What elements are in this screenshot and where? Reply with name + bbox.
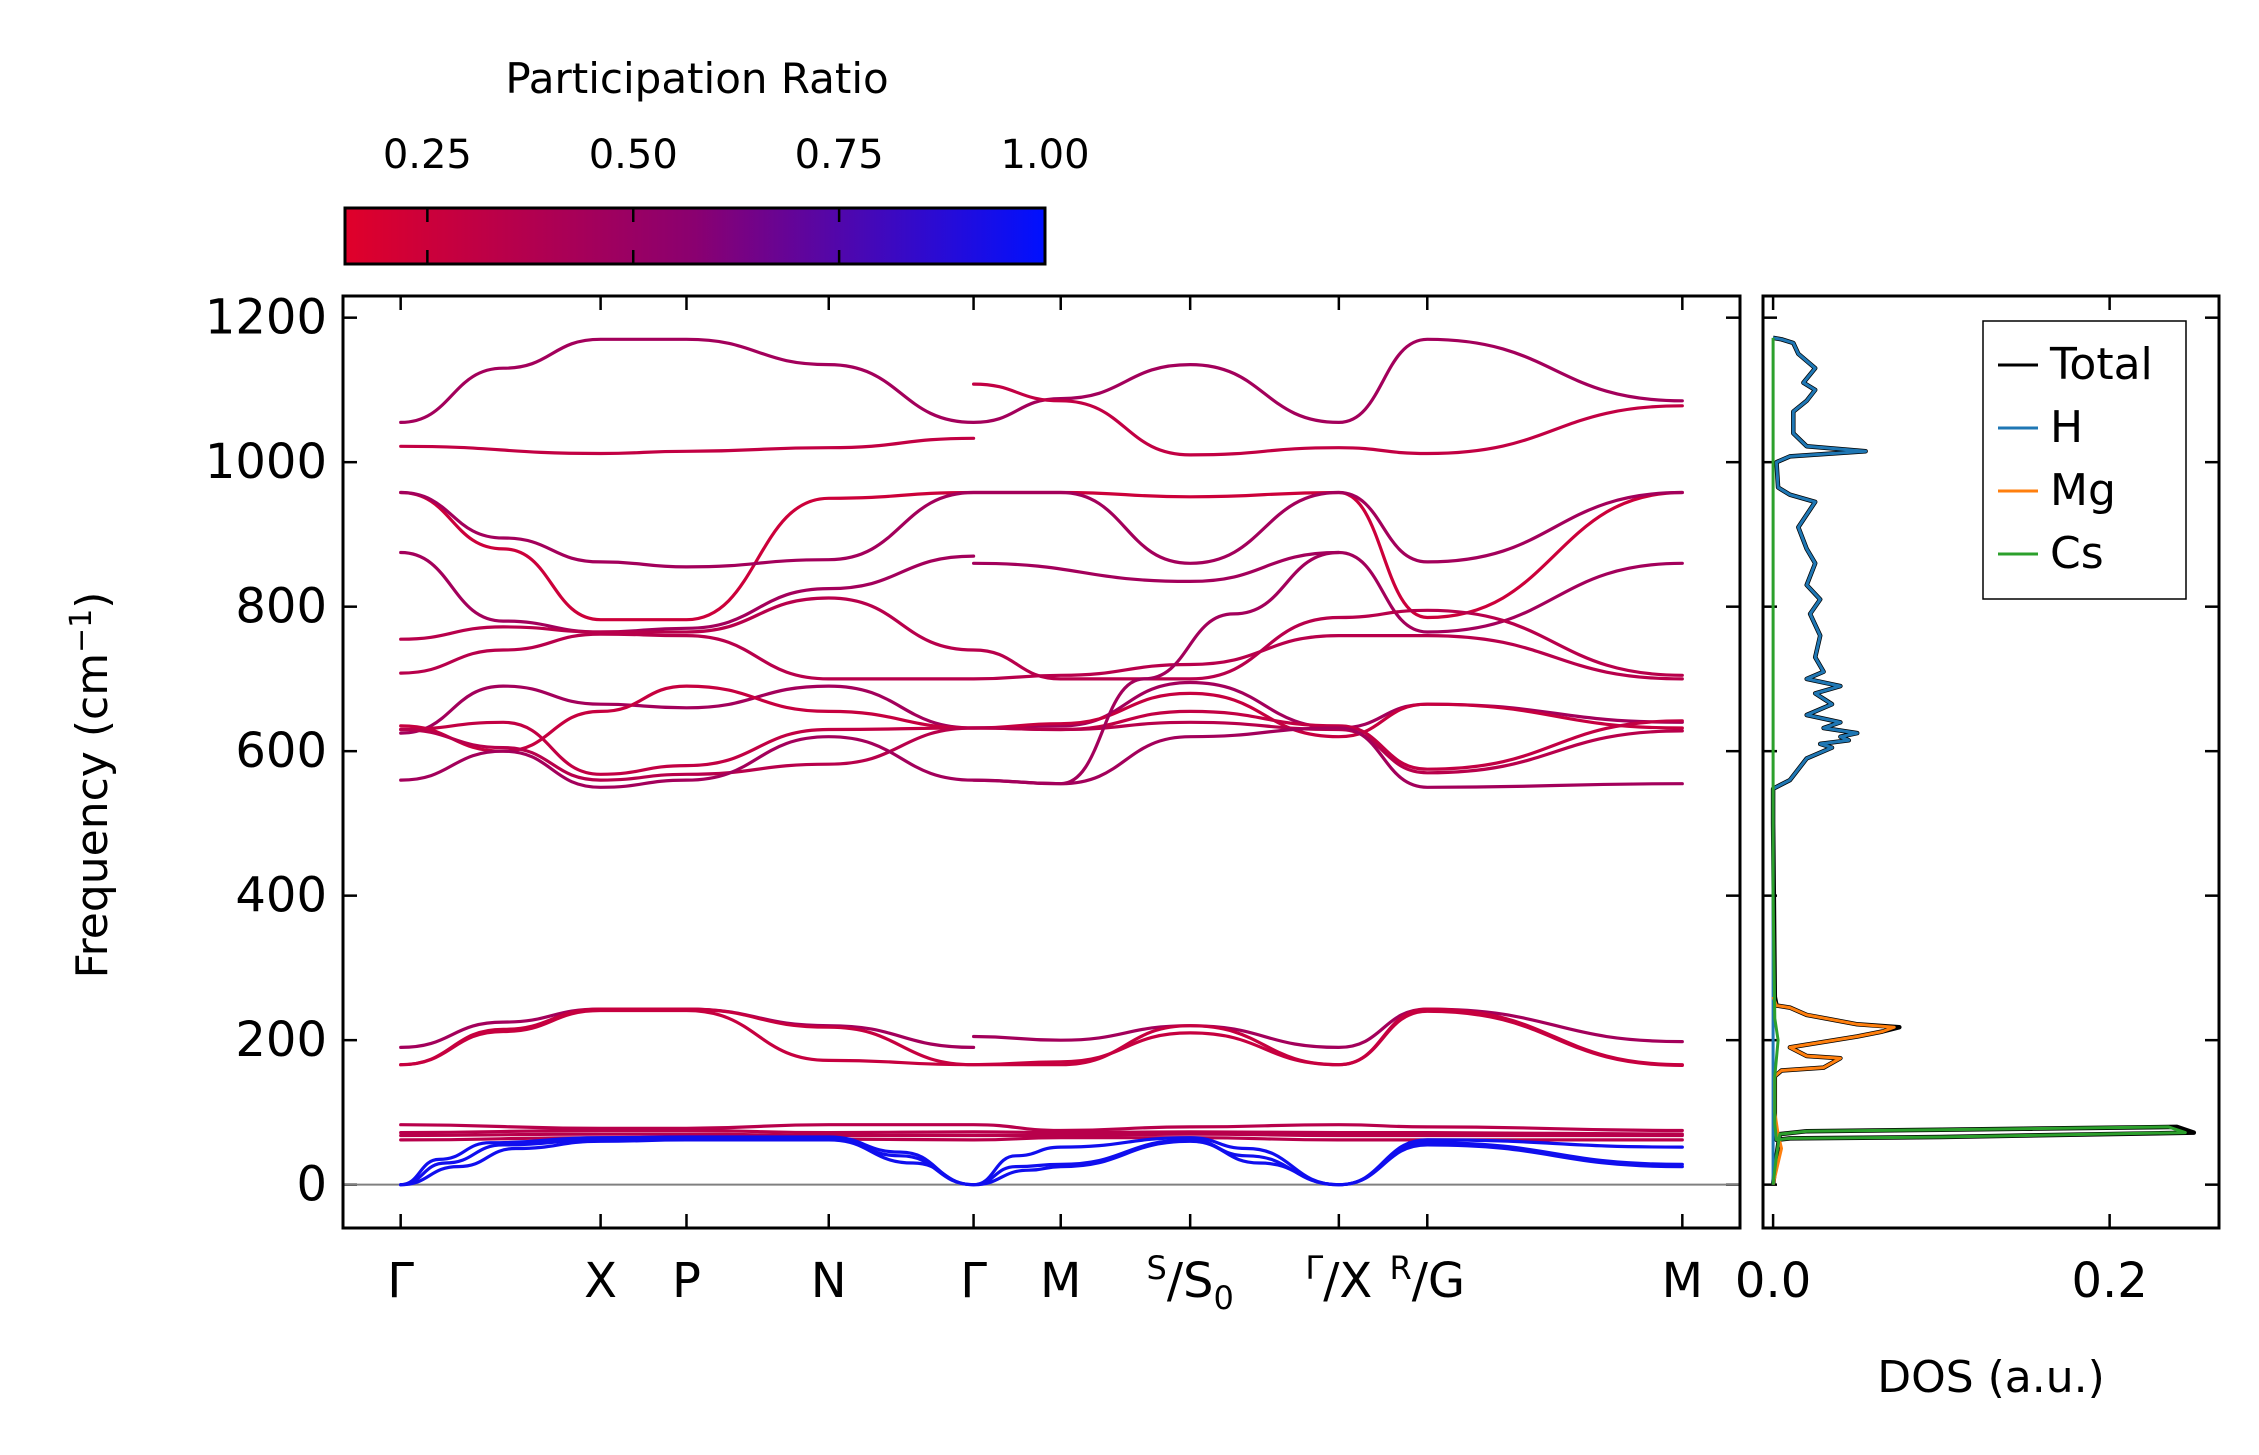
colorbar: Participation Ratio 0.25 0.50 0.75 1.00: [343, 54, 1090, 266]
colorbar-tick-label: 1.00: [1000, 132, 1089, 178]
k-point-label: R/G: [1389, 1249, 1465, 1309]
colorbar-title: Participation Ratio: [505, 54, 888, 103]
dos-lines: [1770, 335, 2197, 1186]
colorbar-gradient: [343, 206, 1047, 266]
band-line: [399, 1132, 1684, 1138]
k-point-label: M: [1040, 1253, 1081, 1309]
y-tick-label: 0: [296, 1157, 327, 1213]
band-line: [399, 1123, 1684, 1133]
band-x-ticks: Γ X P N Γ M S/S0Γ/X R/G M: [387, 296, 1703, 1317]
colorbar-ticks: [426, 208, 841, 264]
band-line: [399, 720, 1684, 782]
band-line: [399, 1138, 1684, 1187]
dos-x-tick-label: 0.2: [2071, 1253, 2147, 1309]
y-tick-label: 1000: [205, 434, 327, 490]
y-label-close: ): [67, 592, 118, 609]
k-point-label-main: M: [1662, 1253, 1703, 1309]
k-point-label-main: /X: [1323, 1253, 1372, 1309]
dos-x-axis-label: DOS (a.u.): [1877, 1352, 2105, 1403]
dos-plot-frame: [1761, 294, 2221, 1230]
legend-label: Cs: [2050, 528, 2104, 579]
k-point-label-sub: 0: [1213, 1279, 1233, 1317]
k-point-label-sup: S: [1147, 1249, 1167, 1287]
band-line: [399, 1136, 1684, 1187]
legend-label: Total: [2049, 339, 2153, 390]
k-point-label-main: Γ: [960, 1253, 987, 1309]
band-line: [399, 709, 1684, 776]
band-line: [399, 337, 1684, 425]
k-point-label-main: N: [811, 1253, 847, 1309]
k-point-label-main: M: [1040, 1253, 1081, 1309]
k-point-label: P: [672, 1253, 701, 1309]
dos-line-h: [1771, 336, 1868, 1185]
band-line: [972, 1007, 1684, 1050]
k-point-label-main: /G: [1412, 1253, 1465, 1309]
k-point-label-main: P: [672, 1253, 701, 1309]
dos-y-ticks: [1763, 316, 2219, 1186]
band-line: [399, 596, 1684, 681]
band-line: [972, 382, 1684, 457]
band-line: [399, 1128, 1684, 1136]
colorbar-tick-label: 0.25: [383, 132, 472, 178]
legend-label: Mg: [2050, 465, 2116, 516]
band-y-ticks: 0 200 400 600 800 1000 1200: [205, 290, 1740, 1213]
legend-entries: Total H Mg Cs: [1998, 339, 2153, 579]
k-point-label-main: /S: [1167, 1253, 1214, 1309]
dos-plot: 0.0 0.2 DOS (a.u.) Total H Mg Cs: [1735, 294, 2221, 1403]
y-axis-label: Frequency (cm−1): [64, 592, 118, 979]
k-point-label-main: Γ: [387, 1253, 414, 1309]
dos-line-mg: [1771, 996, 1896, 1186]
k-point-label-sup: Γ: [1305, 1249, 1323, 1287]
colorbar-tick-label: 0.75: [795, 132, 884, 178]
k-point-label-main: X: [584, 1253, 617, 1309]
colorbar-tick-labels: 0.25 0.50 0.75 1.00: [383, 132, 1090, 178]
k-point-label: S/S0: [1147, 1249, 1234, 1317]
band-line: [399, 632, 1684, 681]
y-tick-label: 400: [235, 868, 327, 924]
band-line: [399, 1007, 976, 1049]
band-line: [399, 490, 1684, 569]
y-tick-label: 1200: [205, 290, 327, 346]
k-point-label: Γ/X: [1305, 1249, 1372, 1309]
dos-legend: Total H Mg Cs: [1982, 320, 2187, 600]
y-tick-label: 600: [235, 723, 327, 779]
y-tick-label: 800: [235, 579, 327, 635]
band-line: [399, 1008, 1684, 1067]
band-line: [399, 684, 1684, 753]
k-point-label: X: [584, 1253, 617, 1309]
dos-x-ticks: 0.0 0.2: [1735, 296, 2148, 1309]
k-point-label: Γ: [387, 1253, 414, 1309]
legend-label: H: [2050, 402, 2083, 453]
k-point-label: Γ: [960, 1253, 987, 1309]
band-plot-frame: [341, 294, 1742, 1230]
band-lines: [399, 337, 1684, 1187]
y-label-sup: −1: [64, 609, 99, 653]
y-tick-label: 200: [235, 1012, 327, 1068]
y-label-main: Frequency (cm: [67, 653, 118, 979]
k-point-label-sup: R: [1389, 1249, 1411, 1287]
dos-line-cs: [1771, 337, 2187, 1185]
band-line: [399, 550, 976, 634]
band-line: [972, 550, 1341, 786]
band-line: [399, 436, 976, 456]
colorbar-tick-label: 0.50: [589, 132, 678, 178]
dos-x-tick-label: 0.0: [1735, 1253, 1811, 1309]
k-point-label: M: [1662, 1253, 1703, 1309]
band-line: [972, 550, 1684, 634]
k-point-label: N: [811, 1253, 847, 1309]
